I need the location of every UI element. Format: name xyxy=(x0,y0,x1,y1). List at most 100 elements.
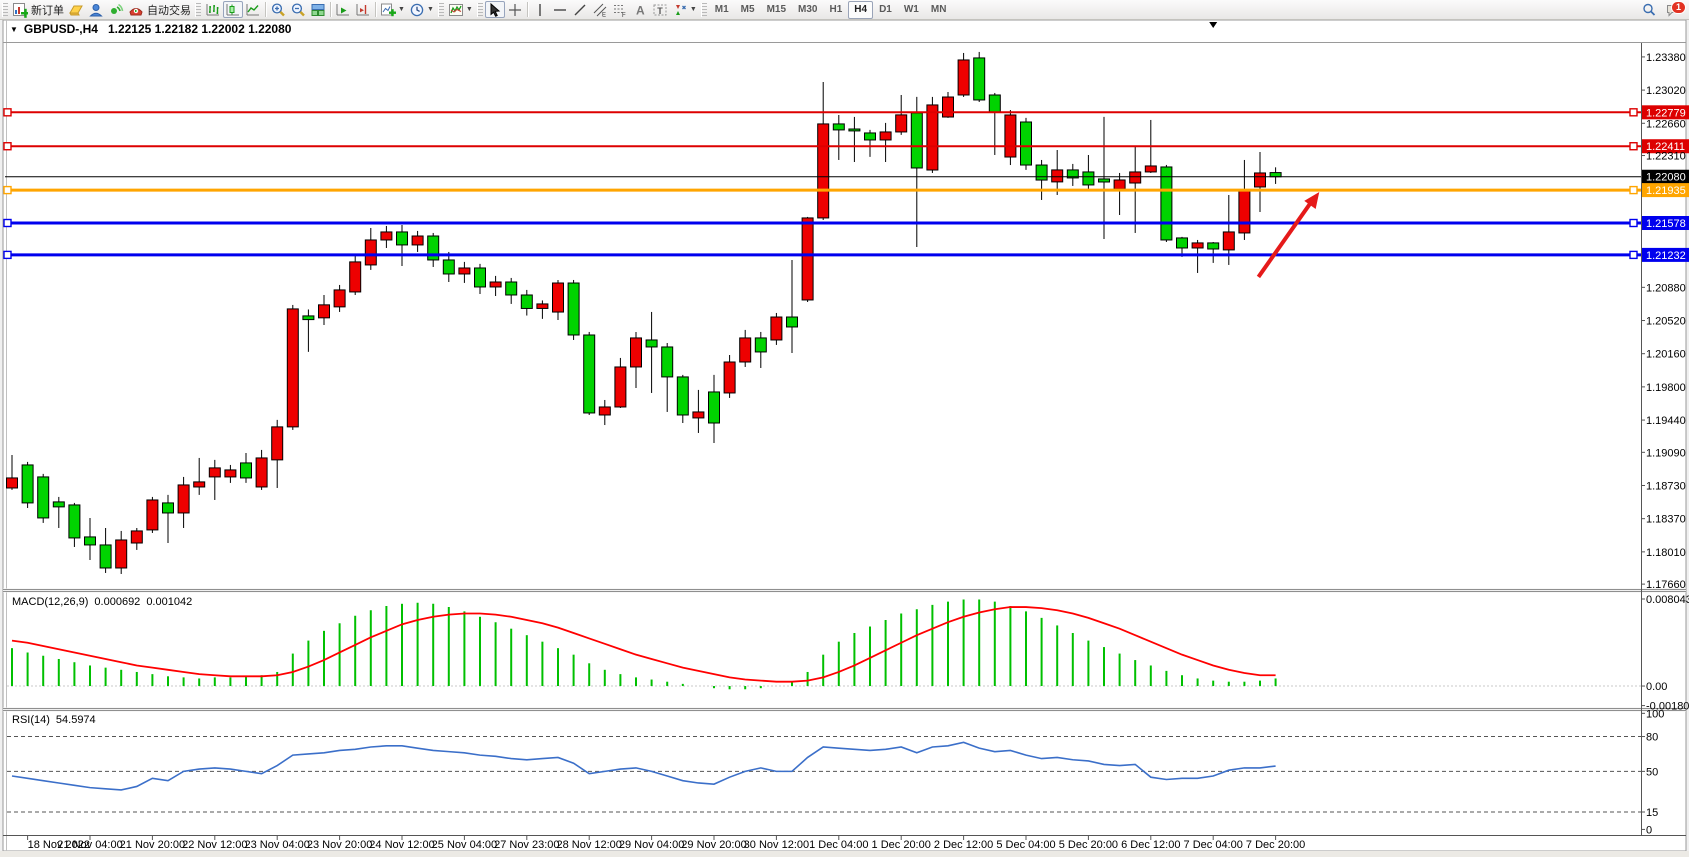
autotrading-button[interactable]: 自动交易 xyxy=(126,1,193,18)
cursor-icon xyxy=(490,2,501,17)
autotrading-icon xyxy=(129,7,143,15)
rsi-label: RSI(14) xyxy=(12,714,50,726)
search-button[interactable] xyxy=(1639,1,1659,18)
line-chart-button[interactable] xyxy=(243,1,263,18)
clock-icon xyxy=(410,3,424,16)
horizontal-line-button[interactable] xyxy=(550,1,570,18)
auto-scroll-button[interactable] xyxy=(333,1,353,18)
rsi-pane-label: RSI(14) 54.5974 xyxy=(12,714,102,726)
candle-body xyxy=(988,94,1001,113)
line-handle[interactable] xyxy=(3,218,12,228)
horizontal-line-1.22779[interactable] xyxy=(3,108,1641,117)
price-tick-label: 1.23020 xyxy=(1646,85,1686,97)
indicators-icon xyxy=(448,3,463,16)
price-badge-label: 1.21935 xyxy=(1646,185,1686,197)
time-label: 29 Nov 04:00 xyxy=(619,839,684,851)
horizontal-line-1.21578[interactable] xyxy=(3,218,1641,228)
toolbar-grip[interactable] xyxy=(2,2,8,17)
metaeditor-button[interactable] xyxy=(66,1,86,18)
candle-body xyxy=(1254,172,1266,188)
time-label: 18 Nov 2022 xyxy=(28,839,90,851)
candle-body xyxy=(380,231,393,241)
arrows-tool-button[interactable]: ▼ xyxy=(670,1,699,18)
signals-button[interactable] xyxy=(106,1,126,18)
crosshair-button[interactable] xyxy=(505,1,525,18)
fibonacci-button[interactable]: F xyxy=(610,1,630,18)
line-handle[interactable] xyxy=(1629,185,1638,195)
horizontal-line-1.22411[interactable] xyxy=(3,142,1641,151)
bar-chart-icon xyxy=(206,3,219,15)
periodicity-button[interactable]: ▼ xyxy=(407,1,436,18)
line-handle[interactable] xyxy=(3,185,12,195)
candle-body xyxy=(255,457,268,488)
candle-body xyxy=(1066,169,1079,179)
chart-title-bar[interactable]: ▼ GBPUSD-,H4 1.22125 1.22182 1.22002 1.2… xyxy=(10,22,291,36)
toolbar-grip[interactable] xyxy=(195,2,201,17)
text-tool-icon: A xyxy=(636,3,645,17)
pane-separator[interactable] xyxy=(3,707,1686,712)
toolbar-grip[interactable] xyxy=(700,2,707,17)
svg-text:A: A xyxy=(636,3,645,17)
rsi-tick-label: 80 xyxy=(1646,732,1658,744)
crosshair-icon xyxy=(508,3,521,16)
price-badge: 1.22779 xyxy=(1642,105,1689,120)
timeframe-button-h4[interactable]: H4 xyxy=(848,0,874,19)
line-handle[interactable] xyxy=(3,250,12,260)
pane-separator[interactable] xyxy=(3,588,1686,593)
timeframe-button-m30[interactable]: M30 xyxy=(798,4,818,15)
line-handle[interactable] xyxy=(1629,250,1638,260)
trendline-button[interactable] xyxy=(570,1,590,18)
chart-collapse-icon[interactable]: ▼ xyxy=(10,24,18,34)
trendline-icon xyxy=(574,4,586,15)
candle-body xyxy=(770,316,783,341)
vertical-line-button[interactable] xyxy=(530,1,550,18)
tile-windows-button[interactable] xyxy=(308,1,328,18)
candle-body xyxy=(692,411,705,419)
rsi-value: 54.5974 xyxy=(55,714,96,726)
indicators-button[interactable]: ▼ xyxy=(446,1,475,18)
new-chart-button[interactable]: ▼ xyxy=(378,1,407,18)
new-order-button[interactable]: 新订单 xyxy=(10,1,66,18)
candlestick-chart-button[interactable] xyxy=(223,1,243,18)
zoom-out-button[interactable] xyxy=(288,1,308,18)
line-handle[interactable] xyxy=(1629,218,1638,228)
toolbar-separator xyxy=(330,2,331,17)
price-tick-label: 1.19440 xyxy=(1646,415,1686,427)
arrows-tool-icon xyxy=(675,4,686,15)
text-tool-button[interactable]: A xyxy=(630,1,650,18)
candle-body xyxy=(723,361,736,394)
candle-body xyxy=(739,337,752,363)
timeframe-button-m1[interactable]: M1 xyxy=(714,4,729,15)
timeframe-button-m5[interactable]: M5 xyxy=(740,4,755,15)
horizontal-line-1.21232[interactable] xyxy=(3,250,1641,260)
candle-body xyxy=(177,484,190,514)
candle-body xyxy=(1238,189,1251,234)
horizontal-line-1.21935[interactable] xyxy=(3,185,1641,195)
cursor-button[interactable] xyxy=(484,1,505,18)
candle-body xyxy=(895,114,908,133)
timeframe-button-w1[interactable]: W1 xyxy=(903,4,919,15)
timeframe-button-mn[interactable]: MN xyxy=(930,4,947,15)
chevron-down-icon: ▼ xyxy=(398,6,405,13)
toolbar-grip[interactable] xyxy=(437,2,444,17)
line-handle[interactable] xyxy=(1629,108,1638,117)
bar-chart-button[interactable] xyxy=(203,1,223,18)
timeframe-button-m15[interactable]: M15 xyxy=(766,4,787,15)
timeframe-button-h1[interactable]: H1 xyxy=(829,4,843,15)
zoom-in-button[interactable] xyxy=(268,1,288,18)
chart-shift-marker[interactable] xyxy=(1209,22,1218,28)
timeframe-button-d1[interactable]: D1 xyxy=(879,4,892,15)
equidistant-channel-button[interactable]: E xyxy=(590,1,610,18)
rsi-indicator xyxy=(7,736,1641,813)
chart-shift-button[interactable] xyxy=(353,1,373,18)
line-handle[interactable] xyxy=(3,108,12,117)
line-handle[interactable] xyxy=(1629,142,1638,151)
arrow-annotation[interactable] xyxy=(1256,191,1320,279)
text-label-button[interactable]: T xyxy=(650,1,670,18)
toolbar-grip[interactable] xyxy=(476,2,483,17)
line-handle[interactable] xyxy=(3,142,12,151)
community-button[interactable] xyxy=(86,1,106,18)
notifications-button[interactable]: 1 xyxy=(1663,1,1686,18)
zoom-out-icon xyxy=(291,2,305,16)
